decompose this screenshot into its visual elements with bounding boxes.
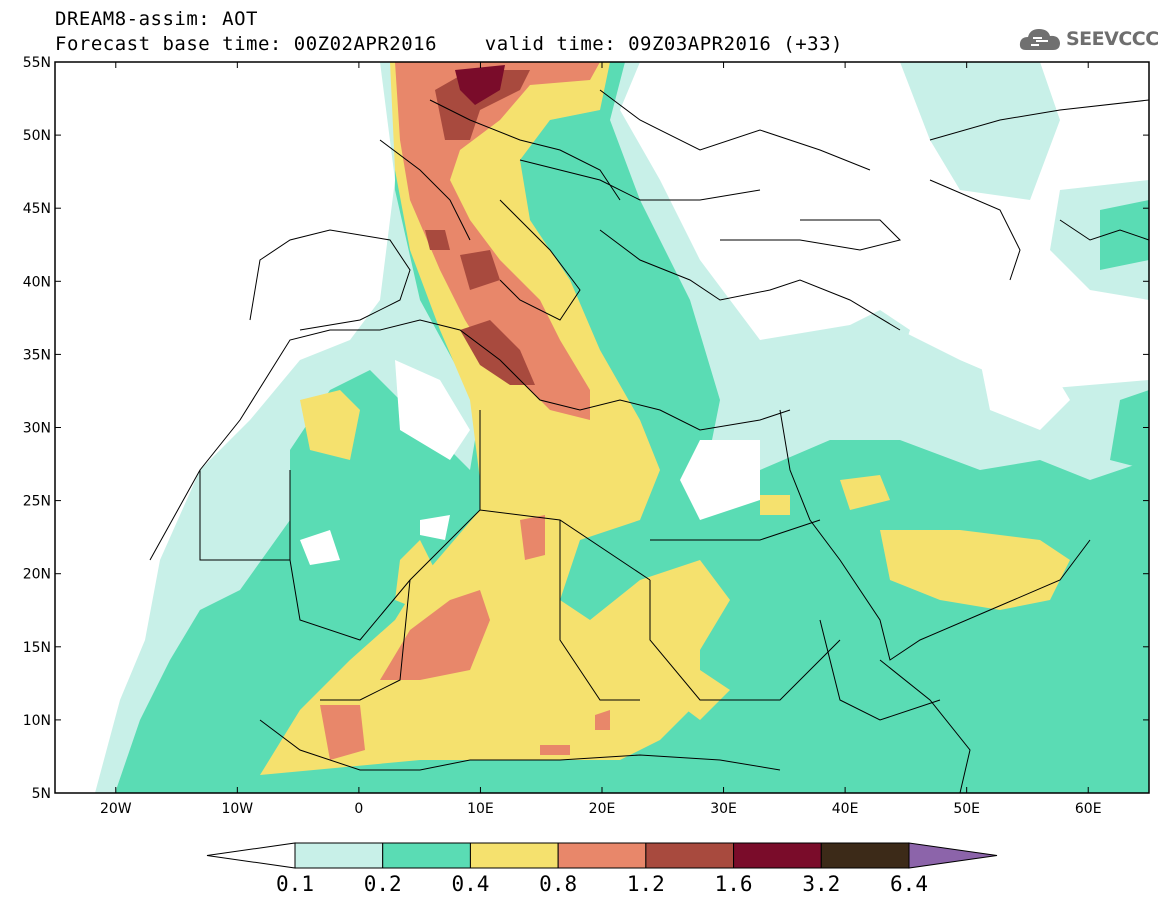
map-title: DREAM8-assim: AOT — [55, 8, 258, 30]
lon-tick-label: 10E — [467, 801, 494, 817]
lat-tick-label: 15N — [23, 640, 51, 656]
colorbar-max-triangle — [908, 842, 998, 869]
colorbar-box — [645, 842, 735, 869]
colorbar-box — [294, 842, 384, 869]
logo-text: SEEVCCC — [1066, 28, 1159, 50]
colorbar — [206, 842, 998, 869]
aot-level-1.6 — [455, 65, 505, 105]
lat-tick-label: 10N — [23, 713, 51, 729]
colorbar-label: 0.1 — [276, 872, 314, 896]
lat-tick-label: 40N — [23, 274, 51, 290]
colorbar-label: 0.8 — [539, 872, 578, 896]
colorbar-box — [820, 842, 910, 869]
lon-tick-label: 0 — [354, 801, 363, 817]
lat-tick-label: 30N — [23, 421, 51, 437]
colorbar-label: 1.6 — [714, 872, 753, 896]
colorbar-label: 0.4 — [451, 872, 490, 896]
lat-tick-label: 45N — [23, 201, 51, 217]
colorbar-label: 3.2 — [802, 872, 841, 896]
colorbar-label: 0.2 — [363, 872, 402, 896]
aot-level-0.4 — [260, 62, 1070, 775]
aot-level-0.8 — [320, 62, 610, 760]
lon-tick-label: 30E — [710, 801, 737, 817]
lat-tick-label: 55N — [23, 55, 51, 71]
lon-tick-label: 10W — [221, 801, 253, 817]
seevccc-logo: SEEVCCC — [1018, 24, 1159, 54]
lon-tick-label: 50E — [953, 801, 980, 817]
colorbar-box — [469, 842, 559, 869]
lon-tick-label: 20E — [589, 801, 616, 817]
lat-tick-label: 5N — [32, 786, 51, 802]
colorbar-box — [382, 842, 471, 869]
lon-tick-label: 60E — [1075, 801, 1102, 817]
lat-tick-label: 25N — [23, 494, 51, 510]
lon-tick-label: 20W — [100, 801, 132, 817]
cloud-icon — [1019, 29, 1060, 50]
colorbar-label: 6.4 — [890, 872, 928, 896]
coastlines-borders — [149, 89, 1149, 793]
lon-tick-label: 40E — [832, 801, 859, 817]
colorbar-min-triangle — [206, 842, 296, 869]
aot-level-1.2 — [425, 70, 535, 385]
axis-ticks: 55N 50N 45N 40N 35N 30N 25N 20N 15N 10N 5N 20W 10W 0 1… — [23, 55, 1149, 817]
lat-tick-label: 20N — [23, 567, 51, 583]
aot-clear-areas — [300, 350, 1070, 565]
colorbar-box — [557, 842, 647, 869]
lat-tick-label: 35N — [23, 347, 51, 363]
forecast-time-line: Forecast base time: 00Z02APR2016 valid t… — [55, 33, 843, 55]
aot-field-layer — [95, 62, 1149, 793]
lat-tick-label: 50N — [23, 128, 51, 144]
colorbar-label: 1.2 — [626, 872, 665, 896]
colorbar-box — [733, 842, 822, 869]
